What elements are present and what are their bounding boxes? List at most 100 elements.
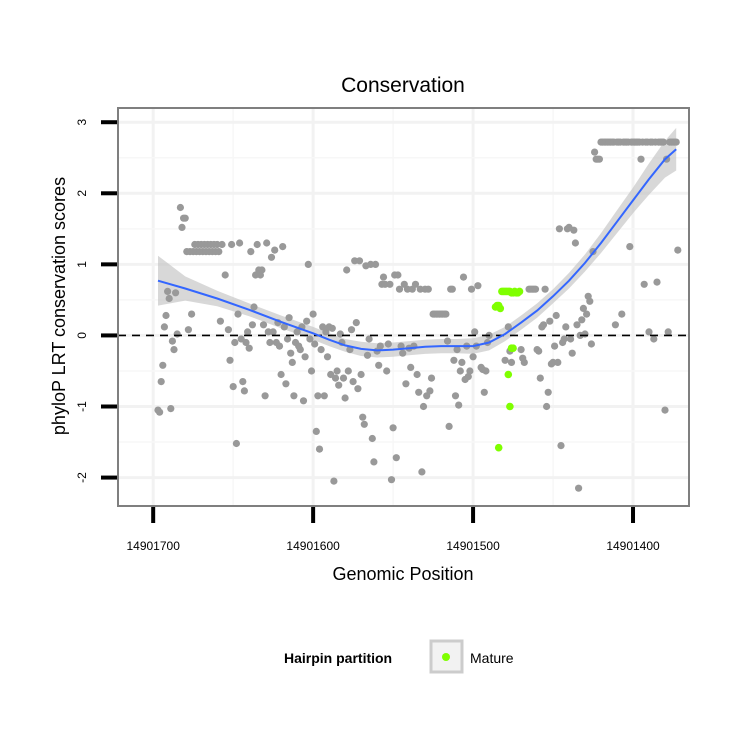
data-point <box>375 361 383 369</box>
data-point <box>250 303 258 311</box>
data-point <box>336 330 344 338</box>
x-axis-title: Genomic Position <box>332 564 473 584</box>
data-point <box>411 280 420 288</box>
data-point <box>424 285 432 293</box>
data-point <box>546 317 554 325</box>
data-point <box>384 340 392 348</box>
data-point <box>579 304 588 312</box>
x-tick-label: 14901600 <box>286 539 340 553</box>
data-point <box>517 346 525 354</box>
data-point <box>341 394 349 402</box>
data-point <box>419 402 428 411</box>
data-point <box>456 367 464 375</box>
confidence-band <box>158 127 677 358</box>
y-tick-label: -2 <box>75 472 89 483</box>
data-point <box>395 285 404 293</box>
y-axis: -2 -1 0 1 2 3 <box>75 119 117 483</box>
data-point <box>386 280 394 288</box>
data-point <box>448 285 456 293</box>
data-point <box>296 346 304 354</box>
data-point <box>467 285 476 293</box>
data-point <box>664 328 672 336</box>
mature-data-point <box>494 443 503 452</box>
x-tick-label: 14901700 <box>126 539 180 553</box>
data-point <box>399 349 407 357</box>
y-tick-label: -1 <box>75 401 89 412</box>
data-point <box>575 484 583 492</box>
data-point <box>304 260 312 268</box>
legend-title: Hairpin partition <box>284 650 392 666</box>
data-point <box>365 335 373 343</box>
data-point <box>306 335 314 343</box>
data-point <box>301 353 309 361</box>
data-point <box>311 340 319 348</box>
data-point <box>539 321 548 329</box>
data-point <box>426 387 434 395</box>
data-point <box>551 342 559 350</box>
data-point <box>168 337 176 345</box>
data-point <box>504 323 512 331</box>
data-point <box>645 328 653 336</box>
y-tick-label: 2 <box>75 190 89 197</box>
data-point <box>466 367 474 375</box>
data-point <box>591 148 599 156</box>
data-point <box>586 297 594 305</box>
data-point <box>661 406 669 414</box>
legend: Hairpin partition Mature <box>284 639 514 674</box>
data-point <box>228 240 236 249</box>
data-point <box>418 468 426 476</box>
data-point <box>347 326 356 334</box>
data-point <box>650 335 658 343</box>
data-point <box>570 226 578 234</box>
smooth-curve <box>157 148 677 352</box>
data-point <box>323 353 332 361</box>
data-point <box>349 378 357 386</box>
data-point <box>317 346 325 354</box>
data-point <box>229 383 237 391</box>
data-point <box>541 285 549 293</box>
data-point <box>172 289 180 297</box>
data-point <box>333 367 341 375</box>
data-point <box>164 287 172 295</box>
data-point <box>392 454 400 462</box>
data-point <box>170 346 178 354</box>
data-point <box>335 381 343 389</box>
data-point <box>290 392 298 400</box>
data-point <box>315 445 324 453</box>
data-point <box>173 330 181 338</box>
data-point <box>156 408 164 416</box>
data-point <box>309 310 317 318</box>
data-point <box>407 363 415 371</box>
data-point <box>160 323 168 331</box>
y-tick-label: 3 <box>75 119 89 126</box>
mature-data-point <box>504 370 513 379</box>
data-point <box>389 424 397 432</box>
data-point <box>611 321 620 329</box>
data-point <box>520 358 528 366</box>
data-point <box>285 314 293 322</box>
data-point <box>267 253 276 261</box>
data-point <box>242 338 250 347</box>
data-point <box>216 317 224 325</box>
data-point <box>618 310 626 318</box>
data-point <box>368 434 376 443</box>
data-point <box>234 310 242 318</box>
data-point <box>379 273 388 281</box>
data-point <box>280 323 288 331</box>
data-point <box>271 246 279 254</box>
data-point <box>236 239 244 247</box>
data-point <box>453 346 461 354</box>
data-point <box>507 358 516 366</box>
data-point <box>554 358 562 366</box>
data-point <box>224 326 232 334</box>
data-point <box>571 239 580 247</box>
data-point <box>659 138 668 146</box>
data-point <box>626 243 634 251</box>
y-axis-title: phyloP LRT conservation scores <box>49 177 69 435</box>
data-point <box>157 378 165 386</box>
data-point <box>560 335 568 343</box>
data-point <box>543 402 551 411</box>
data-point <box>245 344 253 352</box>
data-point <box>159 361 167 369</box>
data-point <box>244 328 252 336</box>
